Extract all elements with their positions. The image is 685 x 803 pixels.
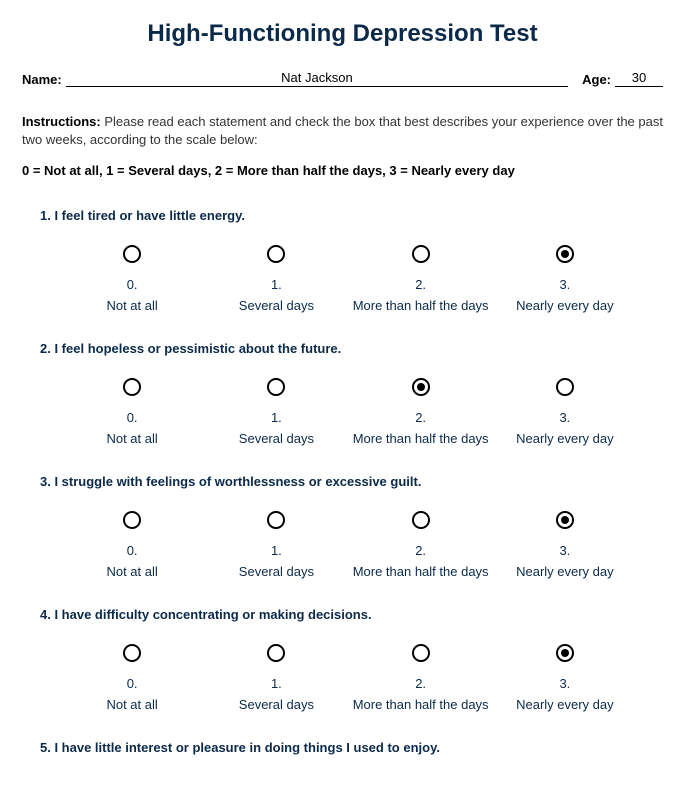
- option-label: Several days: [239, 697, 314, 712]
- option-label: Not at all: [106, 564, 157, 579]
- radio-button[interactable]: [123, 378, 141, 396]
- scale-key: 0 = Not at all, 1 = Several days, 2 = Mo…: [22, 163, 663, 178]
- age-field[interactable]: 30: [615, 70, 663, 87]
- option-number: 1.: [271, 676, 282, 691]
- radio-button[interactable]: [412, 644, 430, 662]
- option-label: Not at all: [106, 697, 157, 712]
- option-number: 0.: [127, 410, 138, 425]
- option: 0. Not at all: [60, 511, 204, 579]
- option-number: 2.: [415, 543, 426, 558]
- radio-button[interactable]: [267, 511, 285, 529]
- option-number: 2.: [415, 277, 426, 292]
- radio-button[interactable]: [412, 511, 430, 529]
- name-label: Name:: [22, 72, 62, 87]
- option-label: More than half the days: [353, 298, 489, 313]
- instructions: Instructions: Please read each statement…: [22, 113, 663, 149]
- option-number: 0.: [127, 543, 138, 558]
- option: 0. Not at all: [60, 644, 204, 712]
- options-row: 0. Not at all 1. Several days 2. More than ha…: [40, 245, 657, 313]
- option-label: Several days: [239, 564, 314, 579]
- option-number: 3.: [559, 410, 570, 425]
- option-label: Nearly every day: [516, 564, 614, 579]
- instructions-text: Please read each statement and check the…: [22, 114, 663, 147]
- option-number: 3.: [559, 277, 570, 292]
- option: 3. Nearly every day: [493, 378, 637, 446]
- instructions-label: Instructions:: [22, 114, 101, 129]
- option-label: More than half the days: [353, 564, 489, 579]
- radio-button[interactable]: [267, 245, 285, 263]
- option: 2. More than half the days: [349, 644, 493, 712]
- option: 3. Nearly every day: [493, 644, 637, 712]
- options-row: 0. Not at all 1. Several days 2. More than ha…: [40, 511, 657, 579]
- option: 3. Nearly every day: [493, 511, 637, 579]
- option-label: Not at all: [106, 431, 157, 446]
- question-text: 5. I have little interest or pleasure in…: [40, 740, 657, 755]
- option-label: Nearly every day: [516, 697, 614, 712]
- option-label: Several days: [239, 298, 314, 313]
- questions-container: 1. I feel tired or have little energy. 0.…: [22, 208, 663, 755]
- option-label: More than half the days: [353, 431, 489, 446]
- option-number: 2.: [415, 410, 426, 425]
- question-text: 4. I have difficulty concentrating or ma…: [40, 607, 657, 622]
- radio-button[interactable]: [123, 644, 141, 662]
- info-row: Name: Nat Jackson Age: 30: [22, 70, 663, 87]
- option-label: Not at all: [106, 298, 157, 313]
- option: 1. Several days: [204, 644, 348, 712]
- radio-button[interactable]: [556, 245, 574, 263]
- option-number: 0.: [127, 676, 138, 691]
- option-number: 1.: [271, 543, 282, 558]
- option-number: 0.: [127, 277, 138, 292]
- question: 4. I have difficulty concentrating or ma…: [40, 607, 657, 712]
- option-label: Several days: [239, 431, 314, 446]
- age-label: Age:: [582, 72, 611, 87]
- option: 2. More than half the days: [349, 245, 493, 313]
- question: 1. I feel tired or have little energy. 0.…: [40, 208, 657, 313]
- radio-button[interactable]: [556, 511, 574, 529]
- option-number: 1.: [271, 410, 282, 425]
- page-title: High-Functioning Depression Test: [22, 20, 663, 48]
- question-text: 2. I feel hopeless or pessimistic about …: [40, 341, 657, 356]
- question: 3. I struggle with feelings of worthless…: [40, 474, 657, 579]
- option: 1. Several days: [204, 511, 348, 579]
- option: 2. More than half the days: [349, 511, 493, 579]
- option-number: 1.: [271, 277, 282, 292]
- options-row: 0. Not at all 1. Several days 2. More than ha…: [40, 644, 657, 712]
- radio-button[interactable]: [556, 378, 574, 396]
- option: 0. Not at all: [60, 378, 204, 446]
- radio-button[interactable]: [412, 378, 430, 396]
- name-field[interactable]: Nat Jackson: [66, 70, 568, 87]
- question: 5. I have little interest or pleasure in…: [40, 740, 657, 755]
- option: 1. Several days: [204, 245, 348, 313]
- option: 1. Several days: [204, 378, 348, 446]
- option: 0. Not at all: [60, 245, 204, 313]
- question: 2. I feel hopeless or pessimistic about …: [40, 341, 657, 446]
- option-label: Nearly every day: [516, 431, 614, 446]
- options-row: 0. Not at all 1. Several days 2. More than ha…: [40, 378, 657, 446]
- option: 3. Nearly every day: [493, 245, 637, 313]
- question-text: 1. I feel tired or have little energy.: [40, 208, 657, 223]
- option-label: More than half the days: [353, 697, 489, 712]
- option-number: 3.: [559, 543, 570, 558]
- option-number: 3.: [559, 676, 570, 691]
- radio-button[interactable]: [123, 511, 141, 529]
- radio-button[interactable]: [412, 245, 430, 263]
- option-label: Nearly every day: [516, 298, 614, 313]
- option: 2. More than half the days: [349, 378, 493, 446]
- radio-button[interactable]: [556, 644, 574, 662]
- radio-button[interactable]: [123, 245, 141, 263]
- option-number: 2.: [415, 676, 426, 691]
- question-text: 3. I struggle with feelings of worthless…: [40, 474, 657, 489]
- radio-button[interactable]: [267, 644, 285, 662]
- radio-button[interactable]: [267, 378, 285, 396]
